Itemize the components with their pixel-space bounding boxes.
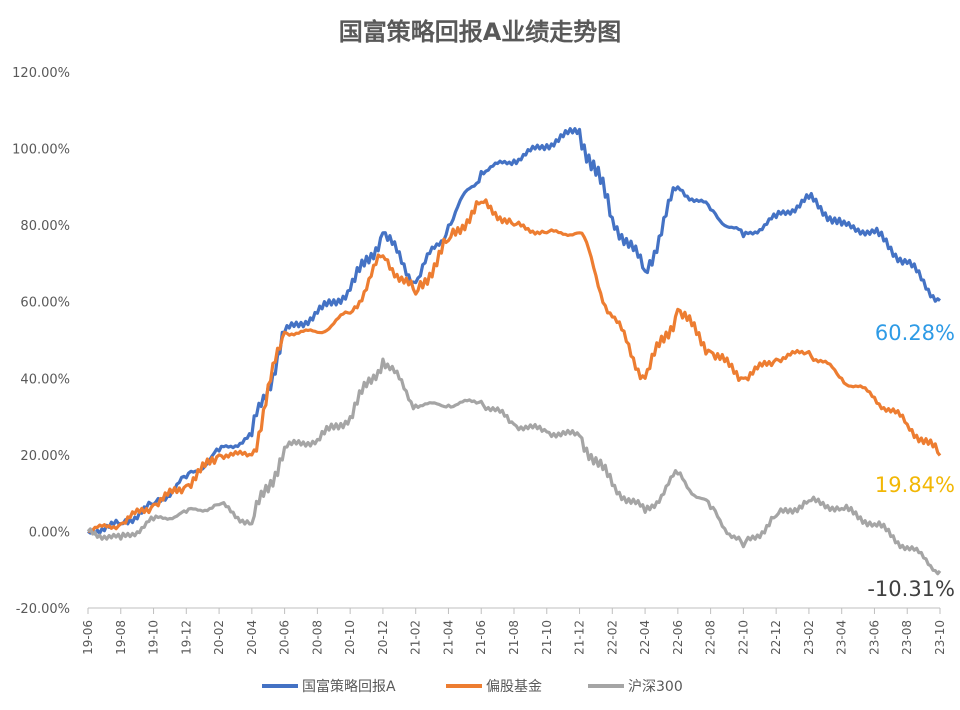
x-tick-label: 22-04 <box>638 620 652 655</box>
x-tick-label: 20-04 <box>245 620 259 655</box>
x-tick-label: 23-08 <box>900 620 914 655</box>
x-tick-label: 21-12 <box>573 620 587 655</box>
x-tick-label: 19-06 <box>81 620 95 655</box>
end-value-label: 19.84% <box>875 473 955 497</box>
x-tick-label: 21-04 <box>441 620 455 655</box>
x-tick-label: 22-02 <box>605 620 619 655</box>
legend-label: 偏股基金 <box>486 678 542 695</box>
chart-title: 国富策略回报A业绩走势图 <box>338 18 622 46</box>
x-tick-label: 23-02 <box>802 620 816 655</box>
x-tick-label: 19-08 <box>114 620 128 655</box>
legend-label: 沪深300 <box>628 679 683 695</box>
y-tick-label: 60.00% <box>20 296 70 311</box>
y-tick-label: 0.00% <box>29 525 70 540</box>
x-tick-label: 22-06 <box>671 620 685 655</box>
series-line <box>87 127 941 536</box>
x-tick-label: 22-08 <box>704 620 718 655</box>
end-value-label: 60.28% <box>875 321 955 345</box>
legend: 国富策略回报A 偏股基金 沪深300 <box>262 678 683 695</box>
x-tick-label: 21-08 <box>507 620 521 655</box>
x-tick-label: 19-12 <box>179 620 193 655</box>
end-value-label: -10.31% <box>867 577 955 601</box>
x-tick-label: 20-06 <box>278 620 292 655</box>
x-tick-label: 20-10 <box>343 620 357 655</box>
label-layer: 60.28% 19.84% -10.31% <box>867 321 955 601</box>
x-tick-label: 19-10 <box>147 620 161 655</box>
series-layer <box>86 127 942 576</box>
x-tick-label: 22-12 <box>769 620 783 655</box>
y-tick-label: 100.00% <box>12 143 70 158</box>
y-tick-label: 120.00% <box>12 66 70 81</box>
series-line <box>87 198 942 533</box>
axis-layer: 120.00% 100.00% 80.00% 60.00% 40.00% 20.00% 0.… <box>12 66 947 655</box>
x-tick-label: 21-10 <box>540 620 554 655</box>
x-tick-label: 23-06 <box>867 620 881 655</box>
y-tick-label: 80.00% <box>20 219 70 234</box>
x-tick-label: 20-08 <box>310 620 324 655</box>
x-tick-label: 23-10 <box>933 620 947 655</box>
x-tick-label: 22-10 <box>736 620 750 655</box>
legend-label: 国富策略回报A <box>302 678 396 695</box>
x-tick-label: 21-02 <box>409 620 423 655</box>
y-tick-label: 40.00% <box>20 372 70 387</box>
y-tick-label: -20.00% <box>16 602 70 617</box>
x-tick-label: 23-04 <box>835 620 849 655</box>
x-tick-label: 20-02 <box>212 620 226 655</box>
x-tick-label: 21-06 <box>474 620 488 655</box>
series-line <box>86 357 942 576</box>
y-tick-label: 20.00% <box>20 449 70 464</box>
x-tick-label: 20-12 <box>376 620 390 655</box>
